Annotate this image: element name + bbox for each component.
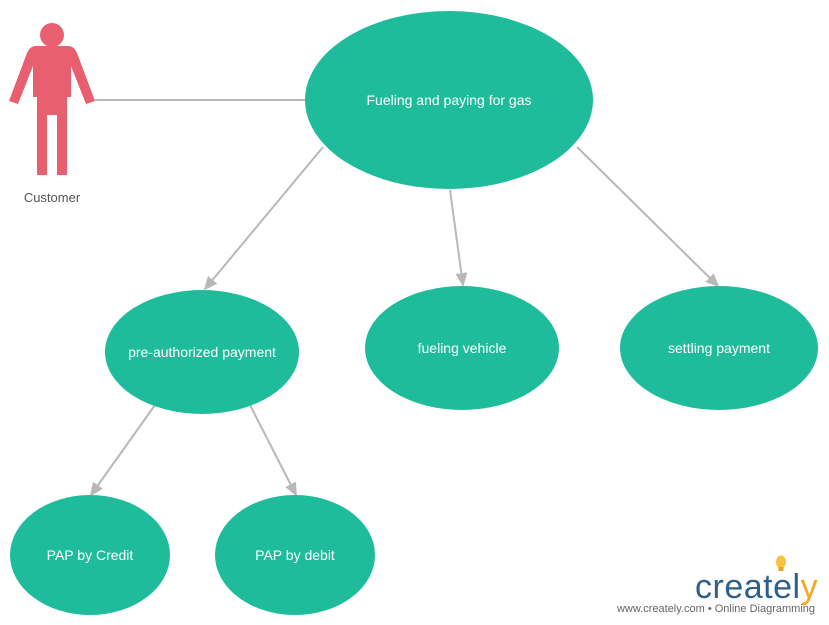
edge-main-to-preauthorized <box>203 146 324 291</box>
use-case-fueling-label: fueling vehicle <box>418 340 507 356</box>
use-case-settling-payment[interactable]: settling payment <box>620 286 818 410</box>
use-case-settling-label: settling payment <box>668 340 770 356</box>
edge-main-to-fueling <box>449 189 468 287</box>
use-case-pap-debit[interactable]: PAP by debit <box>215 495 375 615</box>
edge-preauthorized-to-credit <box>89 404 156 497</box>
creately-watermark: creately www.creately.com • Online Diagr… <box>616 555 818 615</box>
use-case-preauthorized-label: pre-authorized payment <box>128 344 276 360</box>
edge-main-to-settling <box>576 146 720 288</box>
watermark-word-end: y <box>801 568 819 606</box>
watermark-word-main: createl <box>695 568 801 606</box>
lightbulb-icon <box>776 555 786 571</box>
use-case-pap-credit-label: PAP by Credit <box>47 547 134 563</box>
customer-label: Customer <box>24 190 81 205</box>
use-case-fueling-vehicle[interactable]: fueling vehicle <box>365 286 559 410</box>
use-case-pap-credit[interactable]: PAP by Credit <box>10 495 170 615</box>
use-case-main-label: Fueling and paying for gas <box>367 92 532 108</box>
use-case-main[interactable]: Fueling and paying for gas <box>305 11 593 189</box>
watermark-logo: creately <box>695 568 818 606</box>
use-case-preauthorized-payment[interactable]: pre-authorized payment <box>105 290 299 414</box>
edge-preauthorized-to-debit <box>249 404 297 497</box>
watermark-tagline: www.creately.com • Online Diagramming <box>616 603 815 615</box>
customer-actor-icon <box>9 23 95 175</box>
use-case-pap-debit-label: PAP by debit <box>255 547 335 563</box>
